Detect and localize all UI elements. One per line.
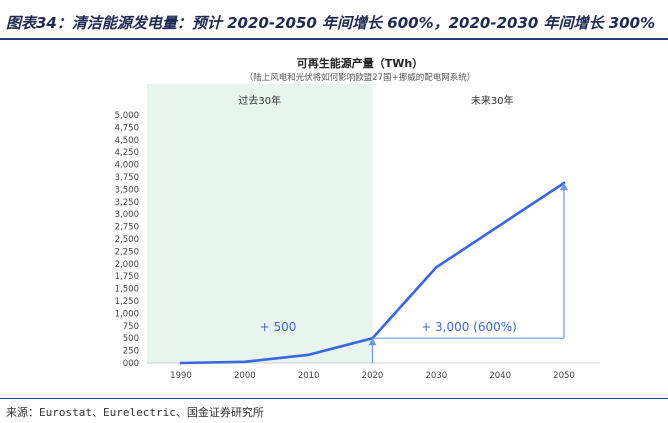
y-tick-label: 3,500 bbox=[115, 185, 139, 195]
data-point bbox=[435, 266, 438, 269]
past-period-label: 过去30年 bbox=[238, 94, 281, 107]
annotation-future-growth: + 3,000 (600%) bbox=[421, 320, 517, 334]
y-tick-label: 1,500 bbox=[115, 285, 139, 295]
y-tick-label: 1,000 bbox=[115, 309, 139, 319]
x-tick-label: 2020 bbox=[362, 371, 384, 381]
y-tick-label: 2,250 bbox=[115, 247, 139, 257]
y-tick-label: 4,750 bbox=[115, 123, 139, 133]
x-tick-label: 2050 bbox=[553, 371, 575, 381]
y-tick-label: 3,750 bbox=[115, 173, 139, 183]
x-tick-label: 2030 bbox=[426, 371, 448, 381]
renewable-production-line bbox=[179, 181, 566, 365]
y-tick-label: 3,000 bbox=[115, 210, 139, 220]
past-period-shade bbox=[147, 84, 373, 363]
figure-title: 图表34：清洁能源发电量：预计 2020-2050 年间增长 600%，2020… bbox=[6, 14, 656, 32]
x-tick-label: 1990 bbox=[170, 371, 192, 381]
y-tick-label: 750 bbox=[123, 322, 139, 332]
chart-title: 可再生能源产量（TWh） bbox=[297, 56, 423, 70]
header-rule bbox=[0, 38, 668, 40]
footer-rule bbox=[0, 398, 668, 399]
y-tick-label: 1,750 bbox=[115, 272, 139, 282]
y-tick-label: 5,000 bbox=[115, 111, 139, 121]
future-period-label: 未来30年 bbox=[471, 94, 514, 107]
y-tick-label: 4,500 bbox=[115, 136, 139, 146]
chart-subtitle: （陆上风电和光伏将如何影响欧盟27国+挪威的配电网系统） bbox=[245, 72, 475, 83]
y-tick-label: 250 bbox=[123, 347, 139, 357]
data-point bbox=[243, 360, 247, 363]
growth-arrow-future-head bbox=[560, 182, 568, 190]
renewable-production-chart: 过去30年 未来30年 可再生能源产量（TWh） （陆上风电和光伏将如何影响欧盟2… bbox=[115, 56, 600, 381]
source-note: 来源：Eurostat、Eurelectric、国金证券研究所 bbox=[6, 406, 264, 419]
annotation-past-growth: + 500 bbox=[260, 320, 297, 334]
growth-arrow-past-head bbox=[368, 338, 377, 346]
y-tick-label: 3,250 bbox=[115, 198, 139, 208]
y-tick-label: 2,500 bbox=[115, 235, 139, 245]
y-tick-label: 000 bbox=[123, 359, 139, 369]
y-tick-label: 500 bbox=[123, 334, 139, 344]
x-tick-label: 2000 bbox=[234, 371, 256, 381]
x-tick-label: 2010 bbox=[298, 371, 320, 381]
x-tick-label: 2040 bbox=[489, 371, 511, 381]
data-point bbox=[307, 353, 310, 357]
y-tick-label: 1,250 bbox=[115, 297, 139, 307]
data-point bbox=[179, 361, 183, 365]
y-tick-label: 4,250 bbox=[115, 148, 139, 158]
figure-header: 图表34：清洁能源发电量：预计 2020-2050 年间增长 600%，2020… bbox=[0, 0, 668, 40]
y-tick-label: 2,750 bbox=[115, 223, 139, 233]
y-tick-label: 4,000 bbox=[115, 161, 139, 171]
y-tick-label: 2,000 bbox=[115, 260, 139, 270]
